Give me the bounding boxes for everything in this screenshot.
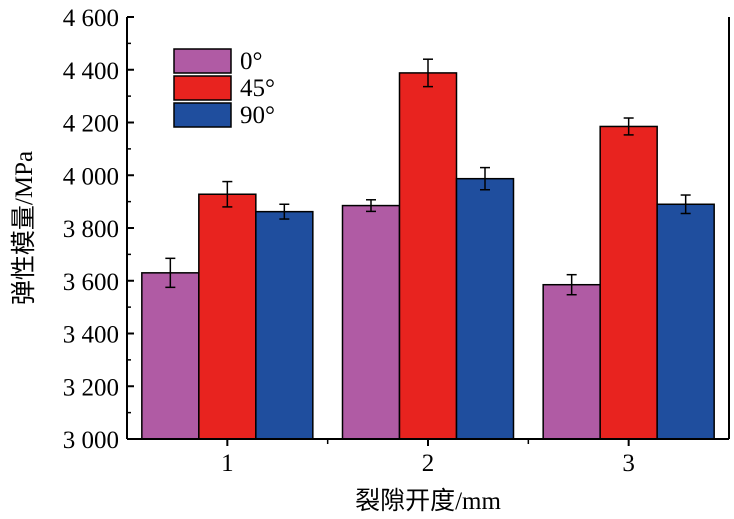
- bar-1-1: [198, 193, 257, 440]
- y-tick-label: 3 000: [63, 427, 119, 454]
- bar-2-0: [341, 204, 401, 440]
- y-tick-label: 3 600: [63, 269, 119, 296]
- bars-group: [141, 72, 715, 440]
- bar-1-2: [255, 210, 314, 440]
- error-bars-group: [165, 58, 691, 296]
- legend-swatch-0: [173, 48, 232, 74]
- legend-swatch-1: [173, 75, 232, 101]
- y-tick-label: 4 400: [63, 58, 119, 85]
- legend-label-2: 90°: [240, 102, 275, 129]
- legend: 0°45°90°: [173, 48, 275, 129]
- bar-2-2: [455, 177, 515, 440]
- y-axis-title: 弹性模量/MPa: [10, 151, 38, 305]
- y-tick-label: 3 800: [63, 216, 119, 243]
- bar-1-0: [141, 272, 200, 440]
- y-tick-label: 3 200: [63, 374, 119, 401]
- y-tick-label: 4 000: [63, 163, 119, 190]
- y-tick-label: 4 600: [63, 5, 119, 32]
- legend-label-0: 0°: [240, 48, 263, 75]
- x-tick-label-1: 1: [221, 450, 234, 477]
- y-tick-label: 3 400: [63, 322, 119, 349]
- x-tick-label-3: 3: [622, 450, 635, 477]
- bar-2-1: [398, 72, 458, 440]
- axes-group: 3 000 3 200 3 400 3 600 3 800 4 000 4 200 4 400…: [63, 5, 730, 477]
- bar-3-1: [599, 125, 658, 440]
- x-tick-label-2: 2: [422, 450, 435, 477]
- bar-3-0: [542, 283, 601, 440]
- x-axis-title: 裂隙开度/mm: [355, 487, 501, 515]
- bar-3-2: [656, 203, 715, 440]
- legend-swatch-2: [173, 102, 232, 128]
- y-tick-label: 4 200: [63, 111, 119, 138]
- legend-label-1: 45°: [240, 75, 275, 102]
